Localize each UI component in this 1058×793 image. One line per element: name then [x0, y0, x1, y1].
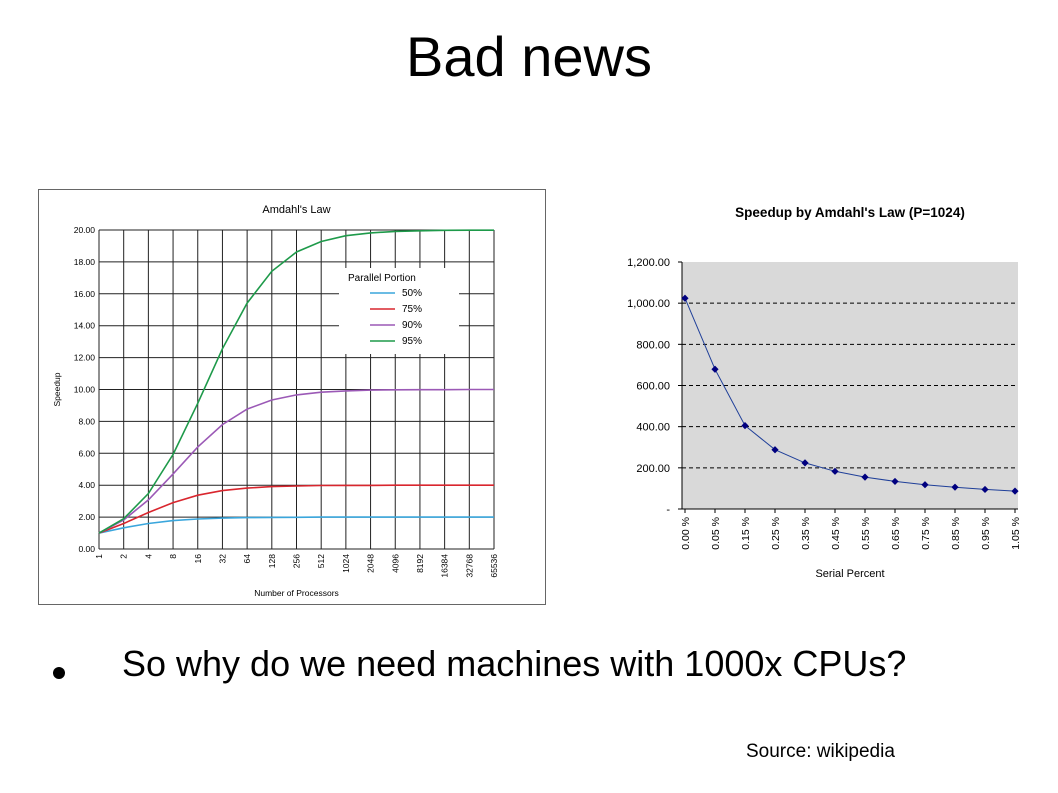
- x-tick-label: 0.95 %: [980, 517, 992, 550]
- y-tick-label: 600.00: [636, 381, 670, 393]
- x-tick-label: 256: [292, 554, 302, 568]
- y-tick-label: 4.00: [78, 480, 95, 490]
- amdahl-law-chart: Amdahl's Law 0.00 2.00 4.00 6.00 8.00 10.00 12.…: [38, 189, 546, 605]
- series-line-95%: [98, 229, 494, 534]
- x-tick-label: 1.05 %: [1010, 517, 1022, 550]
- y-tick-label: -: [666, 504, 670, 516]
- x-tick-label: 128: [267, 554, 277, 568]
- legend-label-75%: 75%: [402, 304, 422, 315]
- y-tick-label: 6.00: [78, 448, 95, 458]
- x-tick-label: 0.00 %: [680, 517, 692, 550]
- x-tick-label: 4096: [390, 554, 400, 573]
- x-tick-label: 65536: [489, 554, 499, 578]
- series-line: [684, 298, 1016, 492]
- y-axis-label: Speedup: [52, 372, 62, 406]
- y-tick-label: 20.00: [74, 225, 96, 235]
- x-tick-label: 64: [242, 554, 252, 564]
- y-tick-label: 8.00: [78, 416, 95, 426]
- data-point-marker: [801, 459, 809, 467]
- x-tick-label: 0.45 %: [830, 517, 842, 550]
- y-tick-label: 18.00: [74, 257, 96, 267]
- chart-title: Speedup by Amdahl's Law (P=1024): [735, 205, 965, 220]
- data-point-marker: [1011, 487, 1019, 495]
- x-tick-label: 32768: [464, 554, 474, 578]
- data-point-marker: [681, 294, 689, 302]
- series-line-75%: [98, 484, 494, 534]
- x-tick-label: 1024: [341, 554, 351, 573]
- x-tick-label: 2048: [366, 554, 376, 573]
- x-tick-label: 8192: [415, 554, 425, 573]
- data-point-marker: [831, 467, 839, 475]
- x-tick-label: 0.35 %: [800, 517, 812, 550]
- x-tick-label: 2: [119, 554, 129, 559]
- slide-title: Bad news: [406, 25, 652, 88]
- y-tick-label: 12.00: [74, 353, 96, 363]
- y-tick-label: 16.00: [74, 289, 96, 299]
- x-tick-label: 0.65 %: [890, 517, 902, 550]
- amdahl-law-chart-svg: Amdahl's Law 0.00 2.00 4.00 6.00 8.00 10.00 12.…: [52, 204, 499, 598]
- bullet-dot: [53, 667, 65, 679]
- y-tick-label: 1,200.00: [627, 257, 670, 269]
- x-axis-label: Number of Processors: [254, 588, 339, 598]
- x-tick-label: 8: [168, 554, 178, 559]
- chart-title: Amdahl's Law: [262, 204, 330, 216]
- data-point-marker: [861, 473, 869, 481]
- y-tick-label: 2.00: [78, 512, 95, 522]
- x-tick-label: 0.15 %: [740, 517, 752, 550]
- speedup-p1024-chart: Speedup by Amdahl's Law (P=1024) - 200.00 4…: [598, 193, 1038, 593]
- x-tick-label: 16: [193, 554, 203, 564]
- x-tick-label: 0.85 %: [950, 517, 962, 550]
- data-point-marker: [921, 481, 929, 489]
- speedup-p1024-chart-svg: Speedup by Amdahl's Law (P=1024) - 200.00 4…: [627, 205, 1022, 580]
- y-tick-label: 10.00: [74, 385, 96, 395]
- x-tick-label: 0.25 %: [770, 517, 782, 550]
- x-tick-label: 512: [316, 554, 326, 568]
- y-tick-label: 1,000.00: [627, 298, 670, 310]
- x-axis-label: Serial Percent: [815, 568, 884, 580]
- bullet-text: So why do we need machines with 1000x CP…: [122, 643, 907, 684]
- x-tick-label: 1: [94, 554, 104, 559]
- x-tick-label: 4: [143, 554, 153, 559]
- data-point-marker: [891, 477, 899, 486]
- x-tick-label: 0.75 %: [920, 517, 932, 550]
- legend-title: Parallel Portion: [348, 273, 416, 284]
- y-tick-label: 800.00: [636, 339, 670, 351]
- legend-label-50%: 50%: [402, 288, 422, 299]
- data-point-marker: [951, 483, 959, 491]
- y-tick-label: 200.00: [636, 463, 670, 475]
- legend-label-90%: 90%: [402, 320, 422, 331]
- legend-label-95%: 95%: [402, 336, 422, 347]
- data-point-marker: [771, 446, 779, 454]
- y-tick-label: 14.00: [74, 321, 96, 331]
- y-tick-label: 0.00: [78, 544, 95, 554]
- x-tick-label: 32: [217, 554, 227, 564]
- x-tick-label: 16384: [440, 554, 450, 578]
- data-point-marker: [741, 422, 749, 430]
- source-caption: Source: wikipedia: [746, 741, 895, 762]
- y-tick-label: 400.00: [636, 422, 670, 434]
- x-tick-label: 0.05 %: [710, 517, 722, 550]
- series-line-90%: [98, 388, 494, 534]
- x-tick-label: 0.55 %: [860, 517, 872, 550]
- series-line-50%: [98, 516, 494, 534]
- data-point-marker: [981, 485, 989, 494]
- legend-box: [339, 268, 459, 354]
